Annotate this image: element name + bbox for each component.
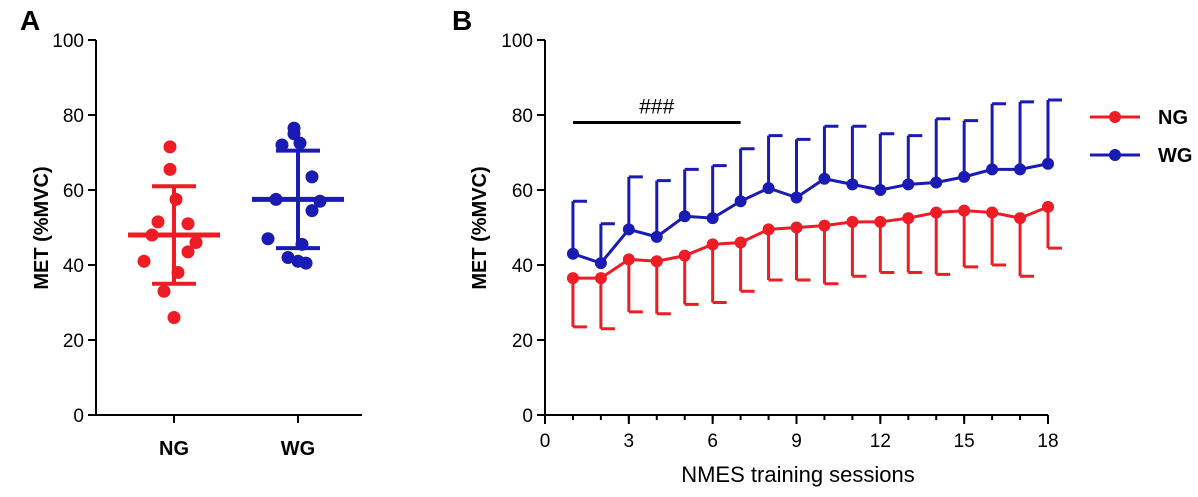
panel-a-data-point xyxy=(181,245,195,259)
panel-b-points xyxy=(566,157,1054,285)
legend-marker xyxy=(1109,111,1121,123)
panel-b-series-line xyxy=(572,162,1049,265)
panel-b-x-axis-title: NMES training sessions xyxy=(681,462,915,487)
panel-b-data-point xyxy=(622,253,635,266)
panel-a-data-point xyxy=(305,170,319,184)
panel-a-data-point xyxy=(299,256,313,270)
panel-a-data-point xyxy=(163,140,177,154)
panel-a-y-tick-label: 0 xyxy=(73,406,84,427)
panel-a-y-axis-title: MET (%MVC) xyxy=(31,166,53,289)
panel-b-data-point xyxy=(762,182,775,195)
panel-a-y-tick-label: 100 xyxy=(52,31,84,52)
panel-b-data-point xyxy=(650,230,663,243)
panel-a-data-point xyxy=(261,232,275,246)
panel-b-x-tick-label: 15 xyxy=(954,431,975,452)
panel-b-x-tick-label: 6 xyxy=(707,431,718,452)
panel-b-data-point xyxy=(734,195,747,208)
panel-b-data-point xyxy=(594,272,607,285)
panel-b-data-point xyxy=(706,212,719,225)
panel-b-data-point xyxy=(902,178,915,191)
panel-a-marks xyxy=(128,121,344,324)
panel-b-x-tick-label: 9 xyxy=(791,431,802,452)
panel-b-y-tick-label: 40 xyxy=(512,256,533,277)
panel-b-x-ticks: 0 3 6 9 12 15 18 xyxy=(540,415,1059,452)
panel-b-data-point xyxy=(790,191,803,204)
panel-b-y-tick-label: 0 xyxy=(522,406,533,427)
panel-b-data-point xyxy=(678,210,691,223)
panel-b-data-point xyxy=(930,206,943,219)
panel-b-y-axis-title: MET (%MVC) xyxy=(469,166,491,289)
panel-a-category-label: WG xyxy=(281,438,315,460)
panel-b-data-point xyxy=(1042,157,1054,170)
panel-a-data-point xyxy=(151,215,165,229)
legend-marker xyxy=(1109,149,1121,161)
panel-a-axes xyxy=(95,40,362,416)
panel-b-x-tick-label: 3 xyxy=(624,431,635,452)
panel-b-y-ticks: 0 20 40 60 80 100 xyxy=(501,31,545,427)
panel-b-data-point xyxy=(874,215,887,228)
panel-b-data-point xyxy=(846,178,859,191)
panel-b-data-point xyxy=(734,236,747,249)
panel-b-data-point xyxy=(706,238,719,251)
panel-b-data-point xyxy=(622,223,635,236)
panel-b-data-point xyxy=(846,215,859,228)
significance-label: ### xyxy=(639,96,674,119)
panel-b-x-tick-label: 18 xyxy=(1037,431,1058,452)
panel-b-annotation: ### xyxy=(572,96,741,124)
panel-b-error-bars xyxy=(571,98,1062,331)
panel-b-data-point xyxy=(902,212,915,225)
panel-b-data-point xyxy=(566,247,579,260)
panel-b-x-tick-label: 0 xyxy=(540,431,551,452)
panel-a-category-label: NG xyxy=(159,438,189,460)
panel-b-data-point xyxy=(986,206,999,219)
panel-a-data-point xyxy=(305,204,319,218)
panel-b-data-point xyxy=(958,204,971,217)
panel-a-data-point xyxy=(281,251,295,264)
panel-b-label: B xyxy=(452,5,472,36)
panel-b-y-tick-label: 100 xyxy=(501,31,533,52)
panel-b-x-tick-label: 12 xyxy=(870,431,891,452)
panel-b-y-tick-label: 20 xyxy=(512,331,533,352)
panel-a-y-tick-label: 60 xyxy=(63,181,84,202)
panel-a-data-point xyxy=(189,236,203,249)
panel-b-data-point xyxy=(1014,212,1027,225)
panel-a-label: A xyxy=(20,5,40,36)
panel-b-data-point xyxy=(790,221,803,234)
panel-b-y-tick-label: 60 xyxy=(512,181,533,202)
panel-b-y-tick-label: 80 xyxy=(512,106,533,127)
legend-label: NG xyxy=(1158,107,1188,129)
panel-a-data-point xyxy=(181,217,195,231)
panel-a-data-point xyxy=(163,162,177,176)
panel-a: A MET (%MVC) 0 20 40 60 80 100 NG WG xyxy=(20,5,362,460)
panel-a-data-point xyxy=(167,311,181,324)
panel-b-data-point xyxy=(1042,200,1054,213)
panel-b-data-point xyxy=(958,170,971,183)
panel-b-data-point xyxy=(874,184,887,196)
panel-b-data-point xyxy=(566,272,579,285)
panel-b-data-point xyxy=(986,163,999,176)
panel-b-data-point xyxy=(818,219,831,232)
panel-a-x-labels: NG WG xyxy=(159,415,315,460)
panel-b-data-point xyxy=(650,255,663,268)
panel-b-series-lines xyxy=(572,162,1049,280)
panel-b-data-point xyxy=(594,257,607,270)
panel-b-data-point xyxy=(1014,163,1027,176)
panel-a-y-tick-label: 20 xyxy=(63,331,84,352)
panel-a-y-tick-label: 80 xyxy=(63,106,84,127)
legend-label: WG xyxy=(1158,145,1192,167)
panel-b: B MET (%MVC) NMES training sessions 0 20 4… xyxy=(452,5,1192,487)
panel-b-data-point xyxy=(818,172,831,185)
panel-b-data-point xyxy=(930,176,943,189)
panel-a-data-point xyxy=(275,138,289,152)
panel-a-y-ticks: 0 20 40 60 80 100 xyxy=(52,31,96,427)
panel-b-data-point xyxy=(762,223,775,236)
panel-a-data-point xyxy=(293,136,307,150)
panel-b-data-point xyxy=(678,249,691,262)
legend: NG WG xyxy=(1090,107,1192,167)
panel-a-data-point xyxy=(157,284,171,298)
panel-a-data-point xyxy=(137,254,151,268)
panel-a-data-point xyxy=(287,127,301,141)
panel-a-y-tick-label: 40 xyxy=(63,256,84,277)
